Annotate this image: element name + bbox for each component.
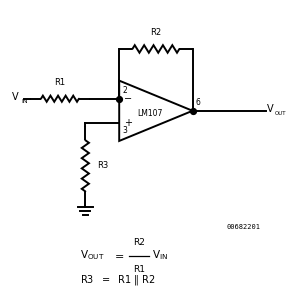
Text: R1: R1 bbox=[133, 265, 145, 274]
Text: OUT: OUT bbox=[275, 111, 287, 116]
Text: −: − bbox=[124, 94, 132, 104]
Text: IN: IN bbox=[22, 99, 29, 104]
Text: +: + bbox=[124, 118, 132, 128]
Text: V$_{\sf IN}$: V$_{\sf IN}$ bbox=[152, 249, 168, 262]
Text: R2: R2 bbox=[133, 238, 145, 247]
Text: $=$: $=$ bbox=[112, 251, 125, 261]
Text: 6: 6 bbox=[195, 98, 200, 107]
Text: 2: 2 bbox=[122, 86, 127, 95]
Text: R2: R2 bbox=[150, 28, 162, 38]
Text: R3: R3 bbox=[97, 161, 108, 170]
Text: V: V bbox=[267, 104, 274, 114]
Text: R3  $=$  R1 $\|$ R2: R3 $=$ R1 $\|$ R2 bbox=[80, 273, 155, 287]
Text: 3: 3 bbox=[122, 126, 127, 135]
Text: R1: R1 bbox=[54, 78, 66, 87]
Text: V: V bbox=[12, 92, 19, 102]
Text: V$_{\sf OUT}$: V$_{\sf OUT}$ bbox=[80, 249, 104, 262]
Text: LM107: LM107 bbox=[137, 109, 163, 118]
Text: 00682201: 00682201 bbox=[226, 224, 260, 230]
